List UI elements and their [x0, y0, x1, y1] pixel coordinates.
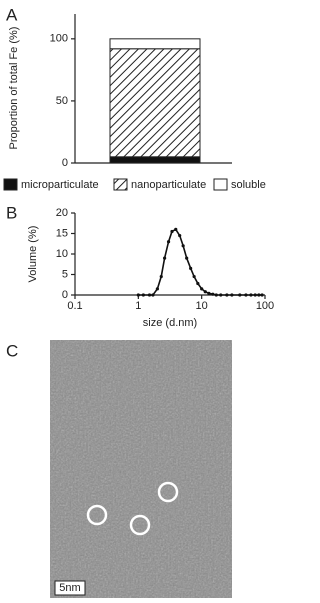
- data-point: [170, 229, 174, 234]
- bar-segment: [109, 38, 201, 50]
- x-tick-label: 100: [256, 300, 274, 312]
- data-point: [225, 293, 229, 297]
- x-tick-label: 1: [135, 300, 141, 312]
- data-point: [214, 293, 218, 297]
- data-point: [166, 240, 171, 244]
- scale-bar-box: [54, 580, 86, 596]
- legend-label: nanoparticulate: [131, 179, 206, 191]
- image-texture: [50, 340, 232, 598]
- y-tick-label: 50: [56, 95, 68, 107]
- y-tick-label: 0: [62, 157, 68, 169]
- data-point: [196, 281, 200, 286]
- data-point: [200, 287, 204, 291]
- y-tick-label: 0: [62, 289, 68, 301]
- data-point: [253, 293, 257, 297]
- data-point: [192, 274, 196, 279]
- bar-segment: [109, 48, 201, 158]
- y-tick-label: 5: [62, 268, 68, 280]
- data-point: [141, 293, 145, 297]
- data-point: [159, 274, 163, 279]
- legend-swatch: [213, 178, 228, 191]
- data-point: [244, 293, 248, 297]
- data-point: [151, 293, 155, 297]
- data-point: [257, 293, 261, 297]
- data-point: [189, 266, 193, 270]
- data-point: [147, 293, 152, 297]
- x-tick-label: 0.1: [67, 300, 82, 312]
- data-point: [155, 287, 159, 291]
- data-point: [207, 291, 211, 295]
- panel-letter: C: [6, 341, 18, 360]
- highlight-circle: [86, 504, 108, 526]
- y-tick-label: 100: [50, 33, 68, 45]
- data-point: [230, 293, 234, 297]
- legend-label: soluble: [231, 179, 266, 191]
- data-point: [136, 293, 140, 297]
- data-point: [163, 256, 167, 260]
- data-point: [238, 293, 242, 297]
- data-point: [174, 227, 178, 231]
- legend-swatch: [3, 178, 18, 191]
- data-point: [219, 293, 223, 297]
- figure: A Proportion of total Fe (%) B Volume (%…: [3, 5, 274, 598]
- legend-swatch: [113, 178, 128, 191]
- y-axis-label: Volume (%): [27, 226, 39, 283]
- tem-image: 5nm: [50, 340, 232, 598]
- data-point: [203, 290, 207, 294]
- data-point: [178, 233, 182, 238]
- data-point: [181, 244, 185, 248]
- y-axis-label: Proportion of total Fe (%): [8, 27, 20, 150]
- legend-label: microparticulate: [21, 179, 99, 191]
- data-point: [211, 292, 215, 296]
- panel-letter: B: [6, 203, 17, 222]
- scale-bar-label: 5nm: [59, 582, 80, 594]
- panel-letter: A: [6, 5, 18, 24]
- y-tick-label: 20: [56, 207, 68, 219]
- bar-segment: [109, 156, 201, 164]
- x-axis-label: size (d.nm): [143, 317, 197, 329]
- highlight-circle: [129, 514, 151, 536]
- data-point: [260, 293, 264, 297]
- data-line: [138, 228, 263, 296]
- y-tick-label: 15: [56, 227, 68, 239]
- y-tick-label: 10: [56, 248, 68, 260]
- x-tick-label: 10: [196, 300, 208, 312]
- highlight-circle: [157, 481, 179, 503]
- data-point: [249, 293, 253, 297]
- data-point: [185, 256, 189, 260]
